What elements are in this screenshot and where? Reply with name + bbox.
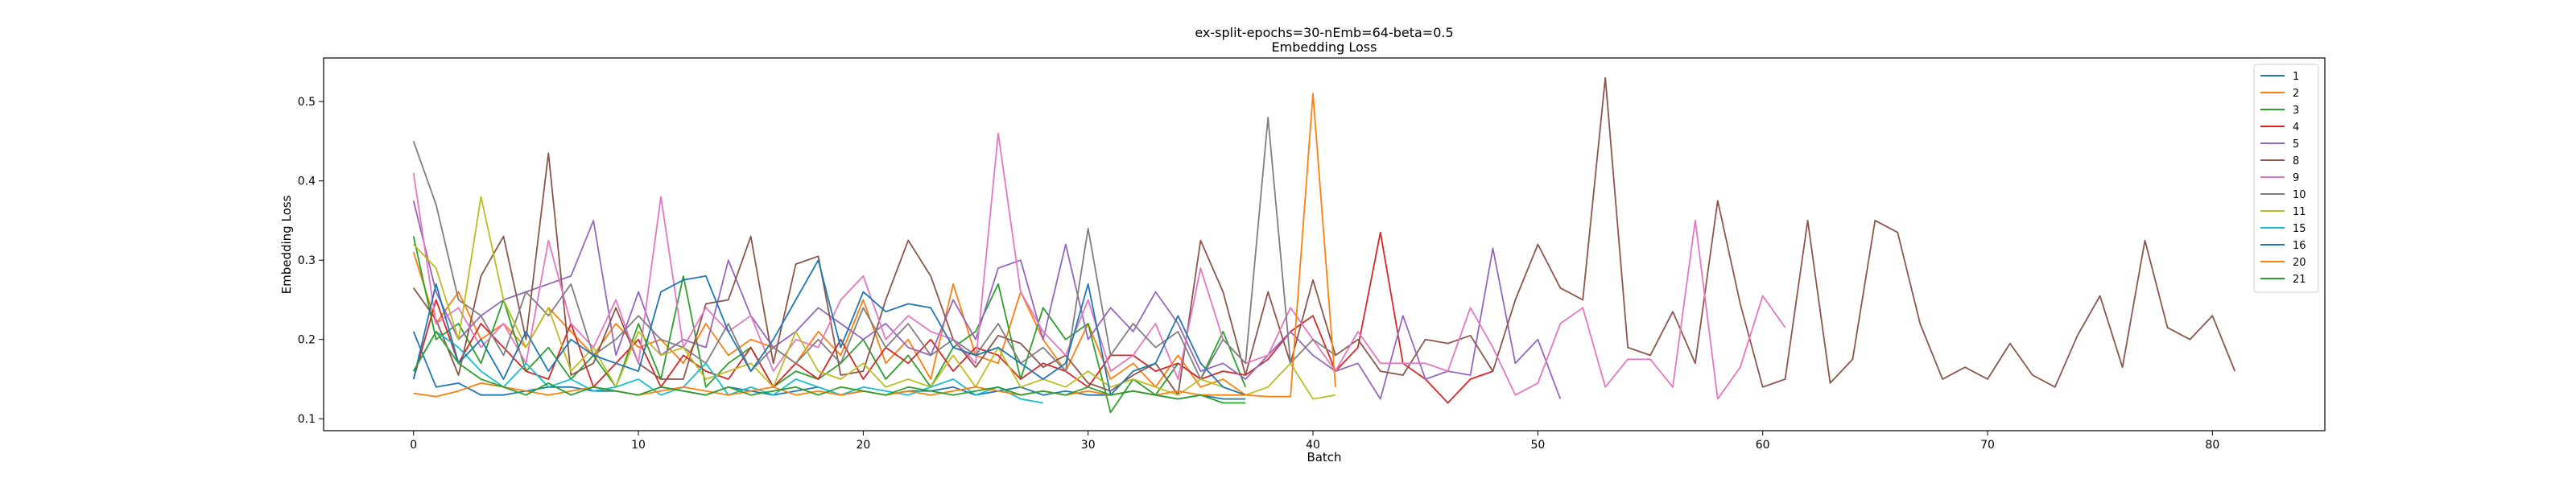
x-tick-label: 60 [1756, 439, 1770, 452]
series-line-5 [412, 200, 1562, 400]
x-tick-label: 0 [410, 439, 417, 452]
chart-subtitle: Embedding Loss [1272, 39, 1377, 55]
legend-label: 4 [2293, 122, 2299, 134]
y-tick-label: 0.3 [298, 254, 316, 267]
y-axis-label: Embedding Loss [279, 195, 294, 294]
x-tick-label: 50 [1530, 439, 1545, 452]
series-line-21 [412, 330, 1246, 404]
y-tick-label: 0.4 [298, 175, 316, 188]
x-tick-label: 40 [1306, 439, 1320, 452]
y-axis: 0.1 0.2 0.3 0.4 0.5 [298, 96, 324, 426]
legend-label: 9 [2293, 172, 2299, 184]
legend-label: 1 [2293, 71, 2299, 83]
legend-label: 15 [2293, 223, 2306, 235]
legend-label: 11 [2293, 206, 2306, 218]
legend-label: 21 [2293, 274, 2306, 286]
series-line-8 [412, 76, 2236, 396]
series-line-2 [412, 252, 1246, 396]
legend-label: 2 [2293, 88, 2299, 100]
legend-label: 10 [2293, 189, 2306, 201]
x-tick-label: 70 [1980, 439, 1995, 452]
x-axis: 0 10 20 30 40 50 60 70 80 [410, 431, 2219, 452]
legend-label: 3 [2293, 105, 2299, 117]
x-axis-label: Batch [1307, 450, 1341, 464]
x-tick-label: 10 [631, 439, 646, 452]
legend-label: 20 [2293, 257, 2306, 269]
series-line-3 [412, 236, 1247, 414]
y-tick-label: 0.5 [298, 96, 316, 109]
legend-label: 8 [2293, 155, 2299, 167]
y-tick-label: 0.1 [298, 413, 316, 426]
plot-frame [323, 57, 2326, 431]
series-line-16 [412, 259, 1246, 396]
x-tick-label: 30 [1081, 439, 1096, 452]
y-tick-label: 0.2 [298, 334, 316, 347]
legend-box [2253, 64, 2319, 293]
legend-label: 5 [2293, 138, 2299, 151]
chart-title: ex-split-epochs=30-nEmb=64-beta=0.5 [1195, 25, 1453, 40]
series-line-10 [412, 116, 1336, 380]
x-tick-label: 80 [2205, 439, 2219, 452]
series-layer [412, 76, 2236, 414]
legend: 1 2 3 4 5 8 9 10 11 15 16 20 21 [2253, 64, 2319, 293]
x-tick-label: 20 [856, 439, 870, 452]
legend-label: 16 [2293, 240, 2306, 252]
